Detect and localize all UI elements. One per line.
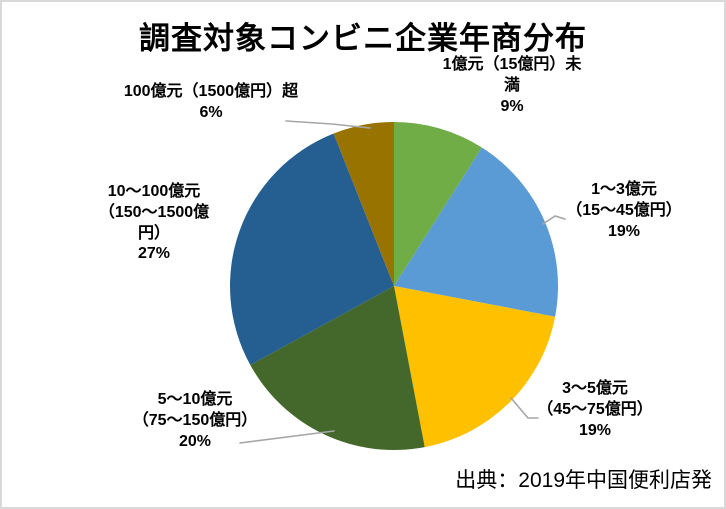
data-label-5-10-yi: 5～10億元 （75～150億円） 20% — [132, 391, 258, 450]
source-note: 出典：2019年中国便利店発 — [455, 469, 712, 492]
chart-title: 調査対象コンビニ企業年商分布 — [139, 21, 587, 56]
leader-line — [239, 430, 335, 444]
pie-slice-4 — [250, 286, 425, 451]
data-label-over-100-yi: 100億元（1500億円）超 6% — [123, 83, 299, 121]
pie-slice-3 — [394, 286, 556, 448]
data-label-1-3-yi: 1～3億元 （15～45億円） 19% — [566, 181, 682, 240]
pie-slice-1 — [394, 122, 482, 286]
pie-slice-5 — [230, 133, 394, 366]
leader-line — [542, 215, 566, 225]
pie-slice-2 — [394, 147, 559, 317]
data-label-3-5-yi: 3～5億元 （45～75億円） 19% — [537, 380, 653, 439]
data-label-10-100-yi: 10～100億元 （150～1500億 円） 27% — [98, 183, 210, 263]
leader-line — [285, 120, 371, 129]
leader-line — [510, 397, 539, 419]
pie-slice-6 — [333, 122, 394, 286]
data-label-under-1-yi: 1億元（15億円）未 満 9% — [442, 56, 582, 115]
